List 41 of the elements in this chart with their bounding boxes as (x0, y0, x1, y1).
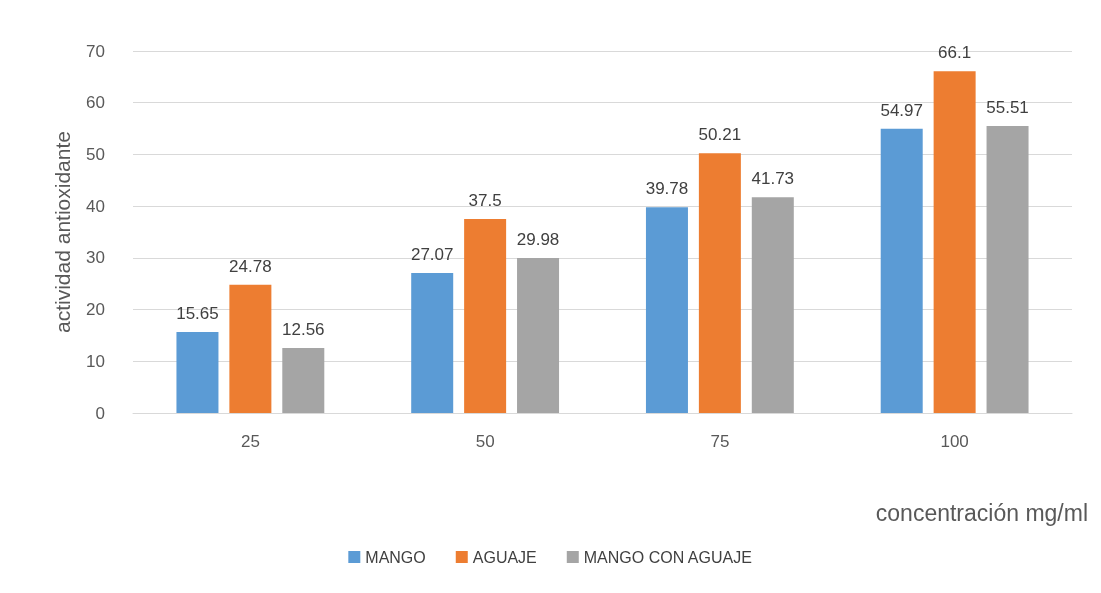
bar (933, 71, 976, 413)
x-tick-label: 100 (940, 432, 969, 451)
bar (698, 153, 741, 413)
legend-label: MANGO (365, 548, 426, 566)
y-tick-label: 70 (86, 41, 105, 61)
legend-label: MANGO CON AGUAJE (583, 548, 752, 566)
data-label: 37.5 (468, 191, 502, 211)
y-tick-label: 0 (95, 403, 105, 423)
bar (517, 257, 560, 413)
y-axis-title: actividad antioxidante (51, 131, 74, 333)
x-tick-label: 25 (240, 432, 260, 451)
data-label: 41.73 (751, 169, 795, 189)
y-tick-label: 30 (86, 248, 105, 268)
data-label: 24.78 (229, 256, 272, 276)
bar (176, 332, 219, 413)
x-axis-title: concentración mg/ml (875, 499, 1088, 526)
data-label: 39.78 (645, 179, 689, 199)
data-label: 55.51 (986, 97, 1029, 117)
y-tick-label: 20 (86, 300, 105, 320)
x-tick-label: 50 (475, 432, 495, 451)
bar (282, 348, 325, 413)
data-label: 12.56 (282, 320, 325, 340)
bar (880, 128, 923, 413)
data-label: 29.98 (516, 229, 560, 249)
bar (986, 125, 1029, 413)
bar (751, 197, 794, 413)
data-label: 15.65 (176, 304, 219, 324)
bar (411, 273, 454, 413)
legend-label: AGUAJE (472, 548, 537, 566)
data-label: 54.97 (880, 100, 923, 120)
y-tick-label: 40 (86, 196, 105, 216)
bar (464, 219, 507, 413)
bar (645, 207, 688, 413)
data-label: 50.21 (698, 125, 742, 145)
y-tick-label: 60 (86, 93, 105, 113)
data-label: 66.1 (938, 43, 972, 63)
data-label: 27.07 (410, 245, 454, 265)
y-tick-label: 10 (86, 351, 105, 371)
y-tick-label: 50 (86, 144, 105, 164)
x-tick-label: 75 (710, 432, 730, 451)
bar (229, 284, 272, 413)
